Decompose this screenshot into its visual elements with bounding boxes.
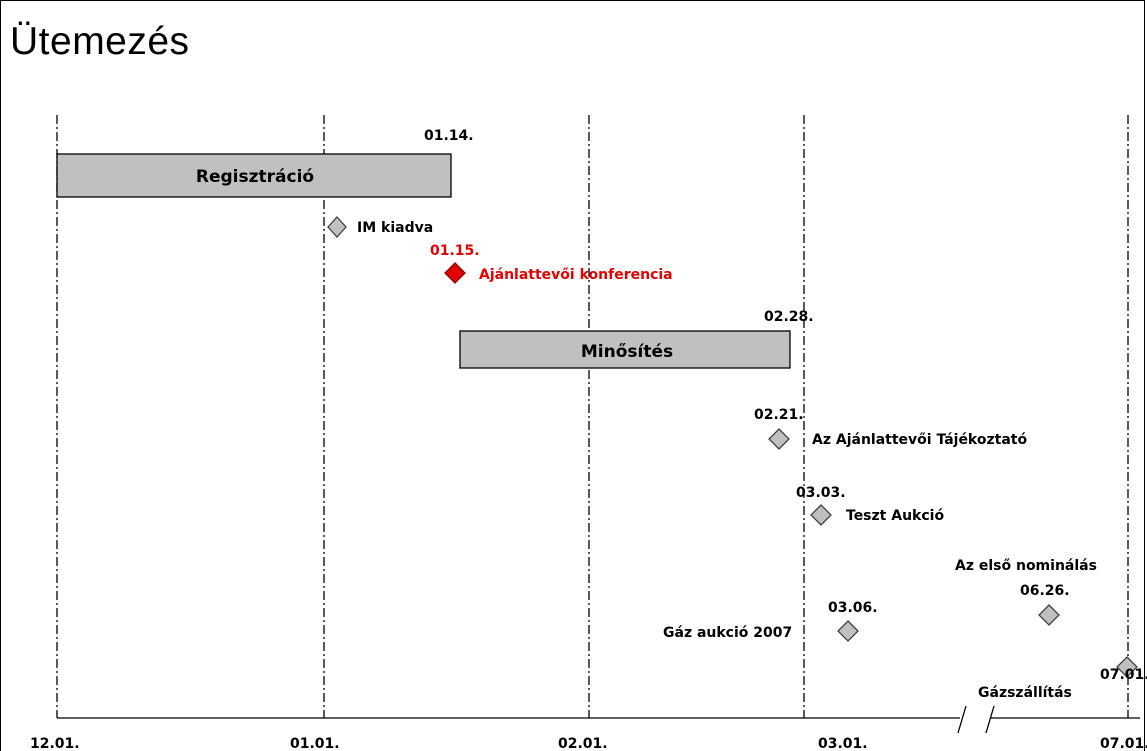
milestone-teszt-date: 03.03. [796, 485, 846, 501]
bar-qualification [459, 330, 791, 369]
bar-qualification-label: Minősítés [581, 342, 673, 362]
milestone-tajekoztato-date: 02.21. [754, 407, 804, 423]
milestone-teszt-label: Teszt Aukció [846, 508, 944, 524]
milestone-gazszallitas-diamond [1116, 656, 1138, 678]
axis-label-12-01: 12.01. [30, 736, 80, 751]
axis-label-07-01: 07.01. [1100, 736, 1147, 751]
page-title: Ütemezés [10, 20, 190, 63]
milestone-teszt-diamond [810, 504, 832, 526]
milestone-tajekoztato-label: Az Ajánlattevői Tájékoztató [812, 432, 1027, 448]
milestone-im-diamond [327, 216, 347, 238]
milestone-gaz-aukcio-label: Gáz aukció 2007 [663, 625, 792, 641]
milestone-gazszallitas-label: Gázszállítás [978, 685, 1072, 701]
bar-registration [56, 153, 452, 198]
milestone-nominalas-diamond [1038, 604, 1060, 626]
axis-label-03-01: 03.01. [818, 736, 868, 751]
bar-registration-end-label: 01.14. [424, 128, 474, 144]
milestone-conference-diamond [444, 262, 466, 284]
bar-qualification-end-label: 02.28. [764, 309, 814, 325]
milestone-tajekoztato-diamond [768, 428, 790, 450]
bar-registration-label: Regisztráció [196, 167, 314, 187]
axis-break-mark-2 [985, 705, 995, 734]
milestone-gaz-aukcio-date: 03.06. [828, 600, 878, 616]
milestone-im-label: IM kiadva [357, 220, 433, 236]
milestone-gazszallitas-date: 07.01. [1100, 667, 1147, 683]
axis-label-01-01: 01.01. [290, 736, 340, 751]
milestone-conference-date: 01.15. [430, 243, 480, 259]
milestone-conference-label: Ajánlattevői konferencia [479, 267, 673, 283]
axis-break-mark-1 [957, 705, 967, 734]
axis-label-02-01: 02.01. [558, 736, 608, 751]
milestone-nominalas-date: 06.26. [1020, 583, 1070, 599]
milestone-nominalas-label: Az első nominálás [955, 558, 1097, 574]
milestone-gaz-aukcio-diamond [837, 620, 859, 642]
